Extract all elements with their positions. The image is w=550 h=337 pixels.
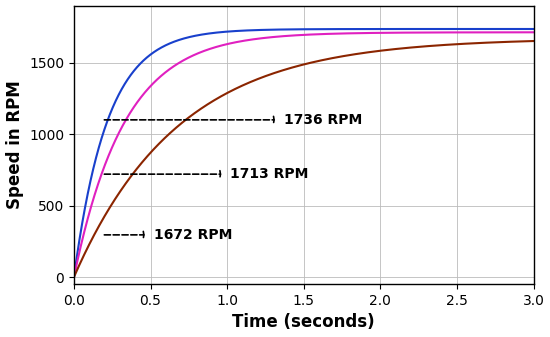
Y-axis label: Speed in RPM: Speed in RPM [6,81,24,209]
X-axis label: Time (seconds): Time (seconds) [233,313,375,332]
Text: 1672 RPM: 1672 RPM [153,228,232,242]
Text: 1736 RPM: 1736 RPM [284,113,362,127]
Text: 1713 RPM: 1713 RPM [230,167,309,181]
